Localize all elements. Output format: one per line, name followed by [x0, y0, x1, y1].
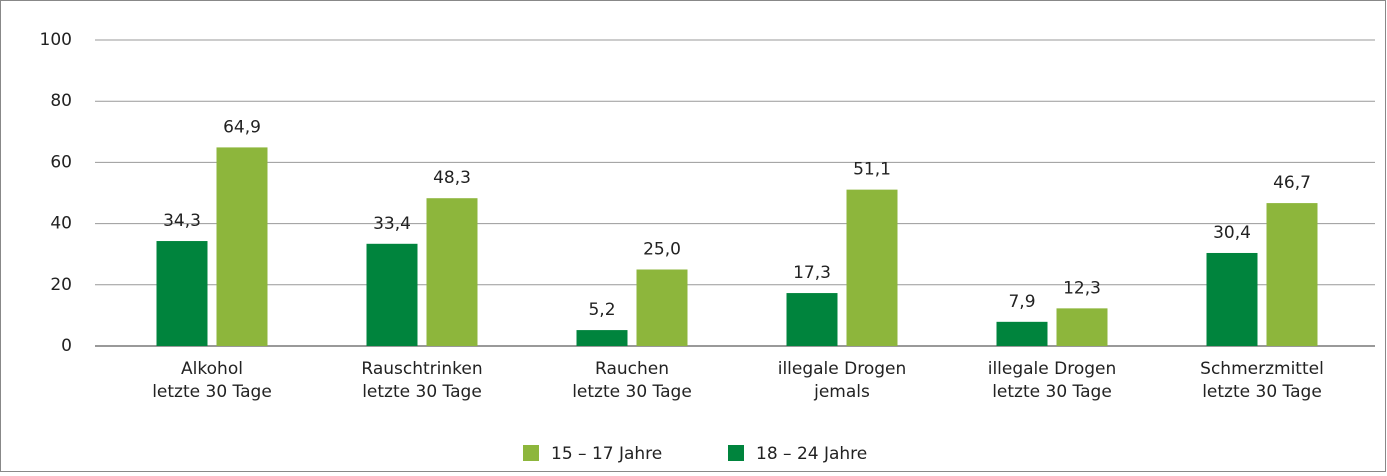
y-tick-label: 100	[40, 30, 72, 50]
value-label: 64,9	[223, 117, 261, 137]
value-label: 34,3	[163, 211, 201, 231]
x-tick-label: letzte 30 Tage	[152, 382, 272, 402]
x-tick-label: letzte 30 Tage	[362, 382, 482, 402]
value-label: 12,3	[1063, 278, 1101, 298]
bar	[576, 330, 628, 346]
bar	[1056, 308, 1108, 346]
y-tick-label: 60	[50, 152, 72, 172]
bar	[636, 269, 688, 346]
y-tick-label: 0	[61, 336, 72, 356]
bar	[216, 147, 268, 346]
bar	[1206, 252, 1258, 346]
bar	[156, 241, 208, 346]
legend-swatch	[728, 445, 744, 461]
x-tick-label: Rauschtrinken	[361, 359, 482, 379]
value-label: 30,4	[1213, 223, 1251, 243]
bar	[996, 321, 1048, 346]
value-label: 25,0	[643, 240, 681, 260]
x-tick-label: letzte 30 Tage	[992, 382, 1112, 402]
y-tick-label: 20	[50, 275, 72, 295]
value-label: 5,2	[588, 300, 615, 320]
value-label: 48,3	[433, 168, 471, 188]
x-tick-label: Schmerzmittel	[1200, 359, 1324, 379]
bar	[846, 189, 898, 346]
x-tick-label: letzte 30 Tage	[1202, 382, 1322, 402]
legend-swatch	[523, 445, 539, 461]
value-label: 7,9	[1008, 292, 1035, 312]
x-tick-label: Rauchen	[595, 359, 669, 379]
bar	[786, 293, 838, 346]
value-label: 51,1	[853, 160, 891, 180]
value-label: 33,4	[373, 214, 411, 234]
x-tick-label: illegale Drogen	[988, 359, 1117, 379]
legend-label: 18 – 24 Jahre	[756, 444, 867, 464]
value-label: 46,7	[1273, 173, 1311, 193]
y-tick-label: 80	[50, 91, 72, 111]
bar	[1266, 203, 1318, 346]
x-tick-label: letzte 30 Tage	[572, 382, 692, 402]
bar	[426, 198, 478, 346]
value-label: 17,3	[793, 263, 831, 283]
bar	[366, 243, 418, 346]
x-tick-label: Alkohol	[181, 359, 243, 379]
legend-label: 15 – 17 Jahre	[551, 444, 662, 464]
x-tick-label: illegale Drogen	[778, 359, 907, 379]
y-tick-label: 40	[50, 214, 72, 234]
x-tick-label: jemals	[813, 382, 870, 402]
